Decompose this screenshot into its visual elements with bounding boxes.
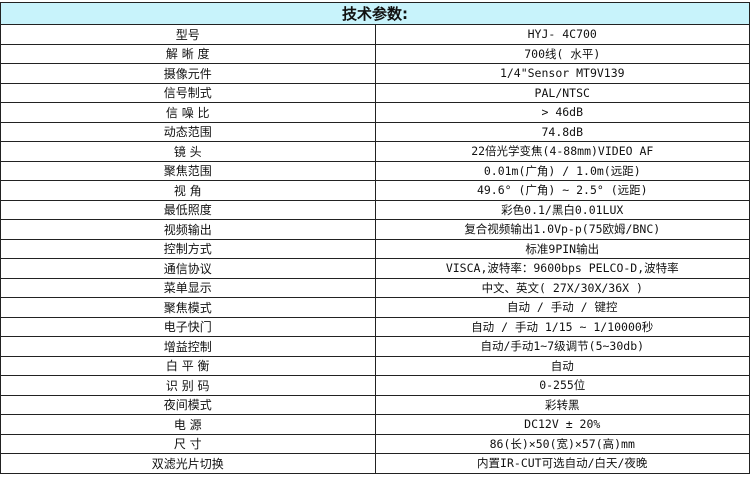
table-row: 视频输出 复合视频输出1.0Vp-p(75欧姆/BNC) [0, 219, 750, 240]
spec-label: 聚焦范围 [0, 160, 376, 181]
spec-value: DC12V ± 20% [374, 414, 750, 435]
table-row: 控制方式 标准9PIN输出 [0, 238, 750, 259]
table-row: 夜间模式 彩转黑 [0, 394, 750, 415]
spec-rows: 型号 HYJ- 4C700 解 晰 度 700线( 水平) 摄像元件 1/4"Sensor… [0, 24, 750, 474]
spec-value: 彩转黑 [374, 394, 750, 415]
spec-value: VISCA,波特率：9600bps PELCO-D,波特率 [374, 258, 750, 279]
table-row: 型号 HYJ- 4C700 [0, 24, 750, 45]
spec-label: 白 平 衡 [0, 355, 376, 376]
spec-value: HYJ- 4C700 [374, 24, 750, 45]
table-row: 信 噪 比 > 46dB [0, 102, 750, 123]
spec-label: 信号制式 [0, 82, 376, 103]
spec-value: PAL/NTSC [374, 82, 750, 103]
spec-value: 中文、英文( 27X/30X/36X ) [374, 277, 750, 298]
spec-title: 技术参数: [0, 2, 750, 25]
spec-label: 摄像元件 [0, 63, 376, 84]
table-row: 尺 寸 86(长)×50(宽)×57(高)mm [0, 433, 750, 454]
spec-value: 标准9PIN输出 [374, 238, 750, 259]
spec-value: 22倍光学变焦(4-88mm)VIDEO AF [374, 141, 750, 162]
table-row: 增益控制 自动/手动1~7级调节(5~30db) [0, 336, 750, 357]
spec-label: 镜 头 [0, 141, 376, 162]
table-row: 解 晰 度 700线( 水平) [0, 43, 750, 64]
spec-label: 通信协议 [0, 258, 376, 279]
table-row: 摄像元件 1/4"Sensor MT9V139 [0, 63, 750, 84]
spec-label: 菜单显示 [0, 277, 376, 298]
spec-label: 控制方式 [0, 238, 376, 259]
spec-label: 视频输出 [0, 219, 376, 240]
spec-value: 0-255位 [374, 375, 750, 396]
spec-label: 电 源 [0, 414, 376, 435]
spec-label: 信 噪 比 [0, 102, 376, 123]
spec-header-row: 技术参数: [0, 2, 750, 25]
table-row: 视 角 49.6° (广角) ~ 2.5° (远距) [0, 180, 750, 201]
spec-value: 自动 / 手动 1/15 ~ 1/10000秒 [374, 316, 750, 337]
spec-value: 自动/手动1~7级调节(5~30db) [374, 336, 750, 357]
table-row: 信号制式 PAL/NTSC [0, 82, 750, 103]
spec-label: 双滤光片切换 [0, 453, 376, 474]
spec-value: 1/4"Sensor MT9V139 [374, 63, 750, 84]
spec-label: 识 别 码 [0, 375, 376, 396]
spec-label: 夜间模式 [0, 394, 376, 415]
spec-label: 增益控制 [0, 336, 376, 357]
table-row: 电子快门 自动 / 手动 1/15 ~ 1/10000秒 [0, 316, 750, 337]
table-row: 通信协议 VISCA,波特率：9600bps PELCO-D,波特率 [0, 258, 750, 279]
spec-table: 技术参数: 型号 HYJ- 4C700 解 晰 度 700线( 水平) 摄像元件 1/4"… [0, 2, 750, 474]
spec-label: 尺 寸 [0, 433, 376, 454]
spec-value: 86(长)×50(宽)×57(高)mm [374, 433, 750, 454]
table-row: 聚焦范围 0.01m(广角) / 1.0m(远距) [0, 160, 750, 181]
table-row: 白 平 衡自动 [0, 355, 750, 376]
spec-value: > 46dB [374, 102, 750, 123]
table-row: 双滤光片切换 内置IR-CUT可选自动/白天/夜晚 [0, 453, 750, 474]
table-row: 最低照度 彩色0.1/黑白0.01LUX [0, 199, 750, 220]
spec-label: 视 角 [0, 180, 376, 201]
table-row: 镜 头 22倍光学变焦(4-88mm)VIDEO AF [0, 141, 750, 162]
spec-value: 复合视频输出1.0Vp-p(75欧姆/BNC) [374, 219, 750, 240]
table-row: 识 别 码 0-255位 [0, 375, 750, 396]
spec-label: 型号 [0, 24, 376, 45]
spec-label: 最低照度 [0, 199, 376, 220]
spec-label: 动态范围 [0, 121, 376, 142]
spec-value: 自动 [374, 355, 750, 376]
spec-value: 74.8dB [374, 121, 750, 142]
table-row: 菜单显示 中文、英文( 27X/30X/36X ) [0, 277, 750, 298]
spec-label: 电子快门 [0, 316, 376, 337]
table-row: 电 源 DC12V ± 20% [0, 414, 750, 435]
table-row: 动态范围 74.8dB [0, 121, 750, 142]
spec-value: 49.6° (广角) ~ 2.5° (远距) [374, 180, 750, 201]
spec-value: 0.01m(广角) / 1.0m(远距) [374, 160, 750, 181]
spec-value: 700线( 水平) [374, 43, 750, 64]
spec-label: 聚焦模式 [0, 297, 376, 318]
spec-value: 内置IR-CUT可选自动/白天/夜晚 [374, 453, 750, 474]
spec-label: 解 晰 度 [0, 43, 376, 64]
spec-value: 彩色0.1/黑白0.01LUX [374, 199, 750, 220]
spec-value: 自动 / 手动 / 键控 [374, 297, 750, 318]
table-row: 聚焦模式 自动 / 手动 / 键控 [0, 297, 750, 318]
